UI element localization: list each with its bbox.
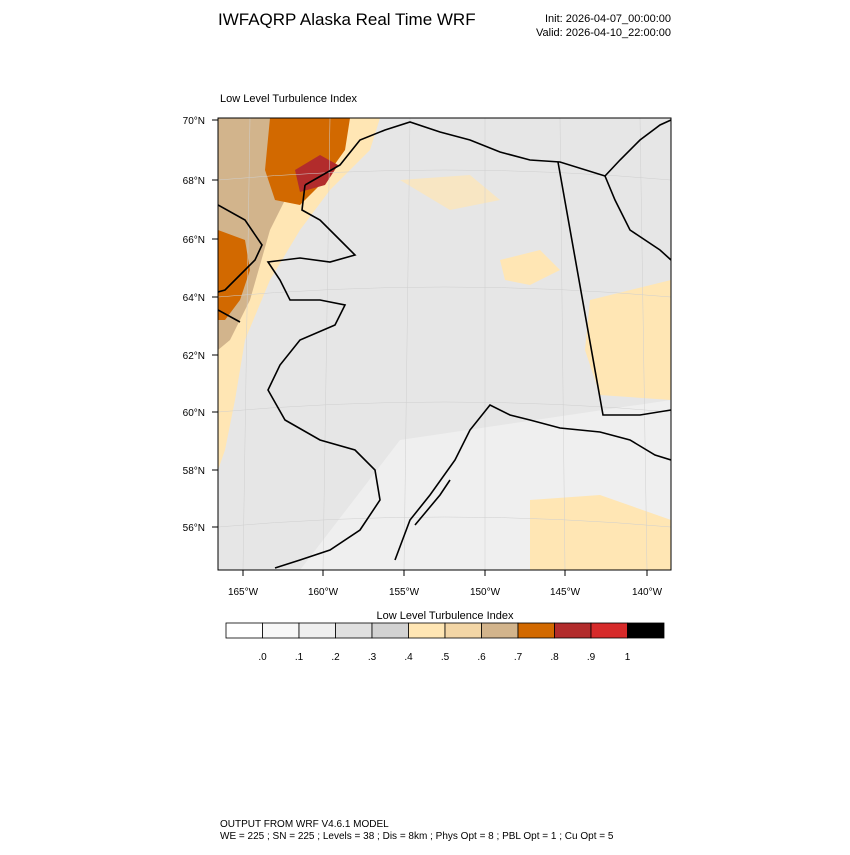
footer-line: WE = 225 ; SN = 225 ; Levels = 38 ; Dis …	[220, 831, 614, 842]
colorbar-box	[371, 622, 409, 639]
colorbar-box	[298, 622, 336, 639]
lat-label: 64°N	[183, 293, 205, 304]
colorbar-label: 1	[625, 652, 631, 663]
colorbar-title: Low Level Turbulence Index	[377, 610, 514, 622]
lon-label: 140°W	[632, 587, 663, 598]
colorbar-box	[225, 622, 263, 639]
colorbar-box	[627, 622, 665, 639]
field	[218, 118, 671, 570]
colorbar-label: .4	[404, 652, 413, 663]
lon-label: 160°W	[308, 587, 339, 598]
lat-label: 62°N	[183, 351, 205, 362]
colorbar-box	[408, 622, 446, 639]
lon-label: 150°W	[470, 587, 501, 598]
map-title: Low Level Turbulence Index	[220, 93, 357, 105]
colorbar-box	[335, 622, 373, 639]
colorbar-box	[554, 622, 592, 639]
map: 70°N 68°N 66°N 64°N 62°N 60°N 58°N 56°N 165°W 16…	[183, 116, 672, 598]
colorbar-label: .8	[550, 652, 559, 663]
colorbar-label: .0	[258, 652, 267, 663]
colorbar: .0 .1 .2 .3 .4 .5 .6 .7 .8 .9 1	[225, 622, 665, 663]
valid-time: Valid: 2026-04-10_22:00:00	[536, 27, 671, 39]
init-time: Init: 2026-04-07_00:00:00	[545, 13, 671, 25]
footer-line: OUTPUT FROM WRF V4.6.1 MODEL	[220, 819, 389, 830]
colorbar-box	[262, 622, 300, 639]
colorbar-box	[481, 622, 519, 639]
colorbar-box	[444, 622, 482, 639]
lat-label: 60°N	[183, 408, 205, 419]
colorbar-label: .9	[587, 652, 596, 663]
map-frame	[217, 117, 672, 571]
lat-label: 58°N	[183, 466, 205, 477]
lat-label: 70°N	[183, 116, 205, 127]
lat-label: 68°N	[183, 176, 205, 187]
main-title: IWFAQRP Alaska Real Time WRF	[218, 10, 476, 29]
colorbar-box	[517, 622, 555, 639]
lon-label: 165°W	[228, 587, 259, 598]
colorbar-label: .2	[331, 652, 340, 663]
colorbar-label: .3	[368, 652, 377, 663]
colorbar-label: .5	[441, 652, 450, 663]
colorbar-box	[590, 622, 628, 639]
lon-label: 155°W	[389, 587, 420, 598]
colorbar-label: .1	[295, 652, 304, 663]
lat-label: 56°N	[183, 523, 205, 534]
colorbar-label: .6	[477, 652, 486, 663]
colorbar-label: .7	[514, 652, 523, 663]
lon-label: 145°W	[550, 587, 581, 598]
lat-label: 66°N	[183, 235, 205, 246]
